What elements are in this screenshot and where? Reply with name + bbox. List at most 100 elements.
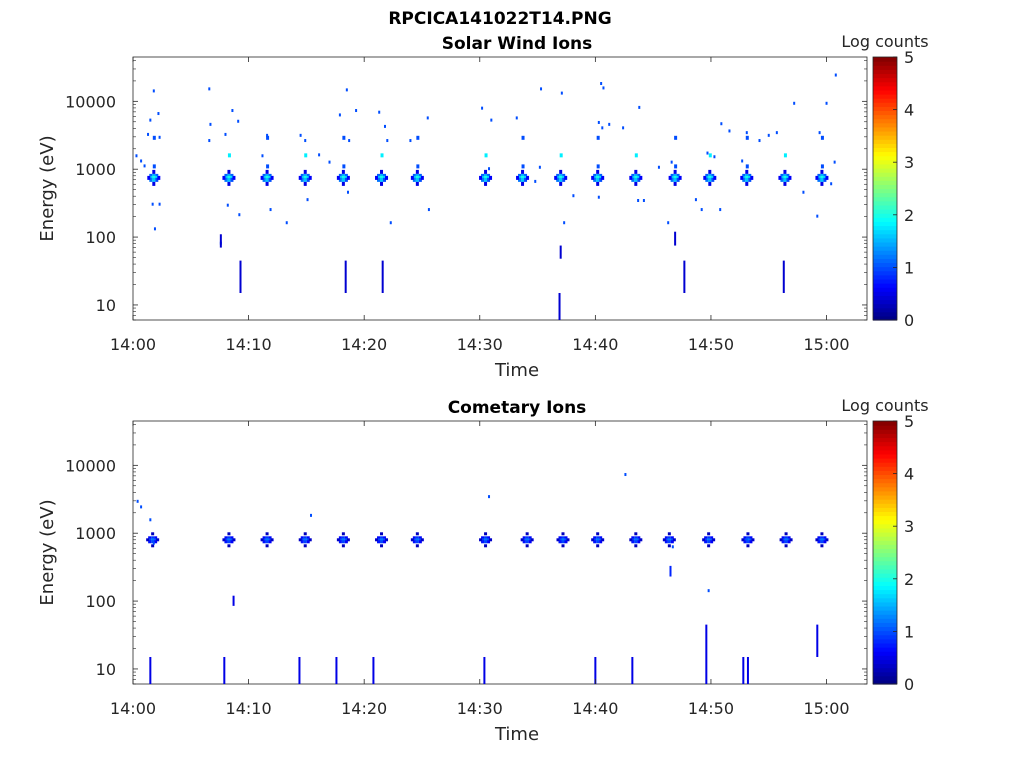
colorbar-cell xyxy=(873,573,897,578)
cluster-cell xyxy=(601,538,605,542)
cluster-cell xyxy=(518,177,522,182)
cluster-cell xyxy=(558,536,562,540)
colorbar-cell xyxy=(873,266,897,272)
cluster-cell xyxy=(262,177,266,182)
data-point xyxy=(158,202,161,206)
cluster-cell xyxy=(303,544,307,548)
cluster-cell xyxy=(154,538,158,542)
cluster-cell xyxy=(260,175,264,180)
cluster-cell xyxy=(667,544,671,548)
data-point xyxy=(386,139,389,143)
cluster-cell xyxy=(710,540,714,544)
cluster-cell xyxy=(377,177,381,182)
cluster-cell xyxy=(634,538,638,542)
cluster-cell xyxy=(232,175,236,180)
cluster-cell xyxy=(639,538,643,542)
cluster-cell xyxy=(599,177,603,182)
colorbar-cell xyxy=(873,241,897,247)
cluster-cell xyxy=(591,175,595,180)
cluster-cell xyxy=(484,532,488,536)
cluster-cell xyxy=(149,177,153,182)
cluster-cell xyxy=(564,540,568,544)
colorbar-tick-label: 2 xyxy=(904,570,914,589)
vertical-stroke xyxy=(372,656,375,684)
data-point xyxy=(637,199,640,203)
colorbar-cell xyxy=(873,626,897,632)
colorbar-cell xyxy=(873,597,897,603)
cluster-cell xyxy=(303,181,307,186)
colorbar-cell xyxy=(873,466,897,471)
cluster-streak xyxy=(266,135,270,140)
cluster-cell xyxy=(599,540,603,544)
data-point xyxy=(383,124,386,128)
colorbar-cell xyxy=(873,544,897,549)
data-point xyxy=(671,545,674,549)
data-point xyxy=(226,203,229,207)
panel-title: Cometary Ions xyxy=(448,398,587,418)
data-point xyxy=(622,126,625,130)
cluster-cell xyxy=(815,538,819,542)
colorbar-frame xyxy=(872,56,898,321)
cluster-cell xyxy=(707,544,711,548)
cluster-cell xyxy=(564,538,568,542)
cluster-cell xyxy=(745,177,749,182)
cluster-cell xyxy=(487,177,491,182)
cluster-cell xyxy=(265,538,269,542)
cluster-streak xyxy=(745,164,749,169)
cluster-cell xyxy=(525,538,529,542)
cluster-cell xyxy=(148,540,152,544)
cluster-cell xyxy=(306,536,310,540)
cluster-cell xyxy=(265,177,269,182)
colorbar-cell xyxy=(873,503,897,508)
colorbar-cell xyxy=(873,61,897,66)
cluster-cell xyxy=(230,177,234,182)
x-axis-label: Time xyxy=(494,724,539,745)
cluster-cell xyxy=(303,540,307,544)
cluster-cell xyxy=(561,544,565,548)
cluster-streak xyxy=(708,153,712,158)
cluster-cell xyxy=(751,538,755,542)
colorbar-tick-label: 0 xyxy=(904,675,914,694)
cluster-cell xyxy=(222,175,226,180)
cluster-cell xyxy=(559,181,563,186)
cluster-cell xyxy=(420,538,424,542)
cluster-cell xyxy=(151,540,155,544)
cluster-cell xyxy=(151,532,155,536)
colorbar-cell xyxy=(873,65,897,70)
cluster-streak xyxy=(820,164,824,169)
vertical-stroke xyxy=(683,260,686,293)
cluster-cell xyxy=(783,177,787,182)
cluster-cell xyxy=(484,544,488,548)
data-point xyxy=(720,122,723,126)
data-point xyxy=(285,221,288,225)
cluster-cell xyxy=(418,538,422,542)
cluster-cell xyxy=(596,177,600,182)
colorbar-cell xyxy=(873,593,897,599)
cluster-cell xyxy=(746,538,750,542)
colorbar-cell xyxy=(873,556,897,562)
cluster-cell xyxy=(676,177,680,182)
data-point xyxy=(140,159,143,163)
cluster-cell xyxy=(383,540,387,544)
cluster-cell xyxy=(298,175,302,180)
cluster-cell xyxy=(820,177,824,182)
data-point xyxy=(670,160,673,164)
cluster-cell xyxy=(522,536,526,540)
colorbar-cell xyxy=(873,69,897,75)
data-point xyxy=(515,116,518,120)
colorbar-cell xyxy=(873,634,897,640)
colorbar-cell xyxy=(873,118,897,124)
cluster-cell xyxy=(338,538,342,542)
colorbar-cell xyxy=(873,568,897,574)
colorbar-cell xyxy=(873,303,897,309)
data-point xyxy=(157,112,160,116)
cluster-cell xyxy=(745,181,749,186)
cluster-cell xyxy=(825,175,829,180)
cluster-cell xyxy=(783,169,787,174)
cluster-cell xyxy=(300,540,304,544)
colorbar-cell xyxy=(873,577,897,582)
colorbar-cell xyxy=(873,622,897,628)
cluster-cell xyxy=(377,540,381,544)
data-point xyxy=(816,214,819,218)
